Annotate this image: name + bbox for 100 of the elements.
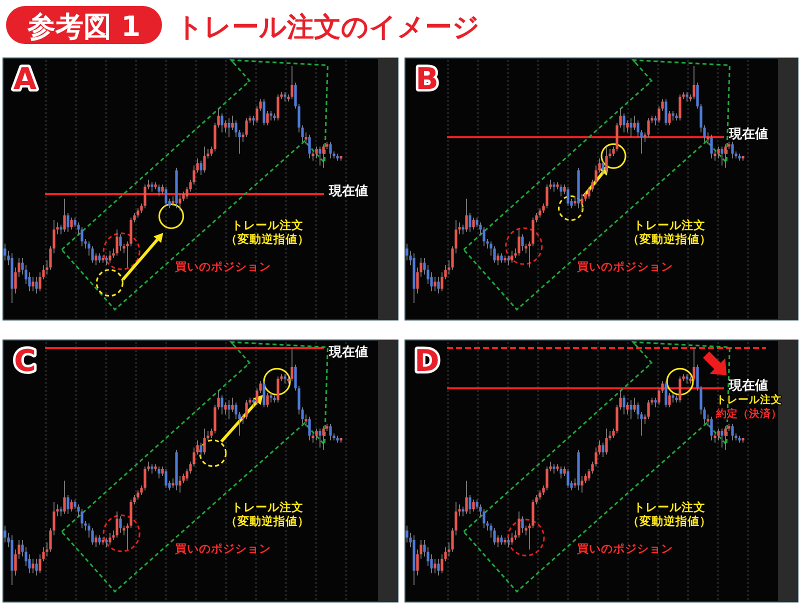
annotation: トレール注文 [716,392,782,406]
annotation: トレール注文 [232,218,304,232]
candlestick [228,400,230,420]
candlestick [178,194,182,211]
candlestick [731,423,734,441]
candlestick [493,246,496,264]
candlestick [664,380,668,408]
candlestick [262,98,266,126]
candlestick [731,141,734,159]
candlestick [668,392,671,408]
candlestick [500,252,503,264]
candlestick [518,229,520,256]
candlestick [496,534,500,548]
candlestick [552,464,556,474]
annotation: 買いのポジション [174,259,272,274]
candlestick [150,464,154,474]
candlestick [724,426,727,450]
candlestick [220,113,224,133]
candlestick [538,490,542,500]
candlestick [329,423,332,441]
candlestick [580,476,584,493]
candlestick [158,466,160,479]
candlestick [276,376,280,403]
annotation: B [416,62,438,97]
annotation: トレール注文 [634,218,706,232]
candlestick [580,194,584,211]
candlestick [276,94,280,121]
candlestick [200,442,202,458]
candlestick [63,480,66,514]
candlestick [462,224,464,235]
candlestick [622,395,626,415]
ref-line-label: 現在値 [728,127,768,142]
candlestick [172,196,174,206]
candlestick [284,374,286,384]
candlestick [717,146,720,159]
annotation: （変動逆指値） [628,232,712,246]
candlestick [231,397,234,412]
candlestick [60,224,62,235]
candlestick [290,348,294,382]
candlestick [622,113,626,133]
candlestick [66,212,70,232]
candlestick [318,146,322,166]
ref-line-label: 現在値 [328,184,368,199]
candlestick [717,428,720,441]
candlestick [136,490,140,500]
annotation: A [13,62,38,97]
candlestick [630,400,632,420]
candlestick [472,499,475,512]
candlestick [678,376,682,403]
candlestick [465,480,468,514]
annotation: トレール注文 [634,500,706,514]
candlestick [482,508,486,529]
candlestick [664,98,668,126]
candlestick [94,252,98,266]
candlestick [150,182,154,192]
ref-line-label: 現在値 [328,345,368,360]
candlestick [574,478,576,488]
candlestick [605,428,608,456]
candlestick [80,226,84,247]
candlestick [108,532,112,546]
candlestick [566,186,570,206]
candlestick [574,196,576,206]
candlestick [630,118,632,138]
candlestick [546,466,548,491]
candlestick [434,276,436,292]
annotation: 約定（決済） [714,407,782,420]
candlestick [465,198,468,232]
candlestick [724,144,727,168]
annotation: （変動逆指値） [628,514,712,528]
candlestick [720,428,724,448]
candlestick [164,468,168,488]
candlestick [510,532,514,546]
candlestick [566,468,570,488]
candlestick [158,184,160,197]
candlestick [252,397,255,408]
candlestick [602,442,604,458]
candlestick [507,255,510,266]
candlestick [144,466,146,491]
chart-title: 参考図 1 [26,10,141,43]
candlestick [692,348,696,382]
candlestick [94,534,98,548]
candlestick [493,528,496,546]
candlestick [329,141,332,159]
candlestick [266,110,269,126]
annotation: 買いのポジション [576,541,674,556]
candlestick [315,428,318,441]
candlestick [560,184,562,197]
candlestick [654,397,657,408]
candlestick [406,243,408,261]
annotation: 買いのポジション [174,541,272,556]
candlestick [322,144,325,168]
candlestick [70,499,73,512]
candlestick [266,392,269,408]
candlestick [105,537,108,548]
candlestick [32,276,34,292]
candlestick [270,392,272,403]
candlestick [692,66,696,100]
candlestick [172,478,174,488]
candlestick [434,558,436,574]
candlestick [521,234,524,252]
